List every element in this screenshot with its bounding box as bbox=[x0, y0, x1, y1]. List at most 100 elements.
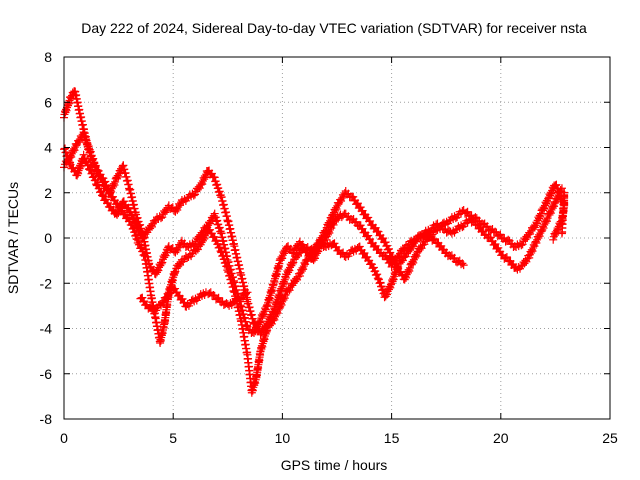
data-point bbox=[90, 159, 99, 168]
data-point bbox=[364, 213, 373, 222]
data-point bbox=[250, 319, 259, 328]
data-point bbox=[542, 215, 551, 224]
data-point bbox=[139, 231, 148, 240]
data-point bbox=[381, 238, 390, 247]
data-point bbox=[355, 242, 364, 251]
data-point bbox=[189, 191, 198, 200]
data-point bbox=[393, 263, 402, 272]
data-point bbox=[138, 247, 147, 256]
data-point bbox=[504, 235, 513, 244]
data-point bbox=[494, 243, 503, 252]
data-point bbox=[525, 228, 534, 237]
data-point bbox=[363, 252, 372, 261]
data-point bbox=[91, 176, 100, 185]
data-point bbox=[374, 227, 383, 236]
data-point bbox=[404, 265, 413, 274]
data-point bbox=[94, 180, 103, 189]
data-point bbox=[109, 179, 118, 188]
data-point bbox=[134, 222, 143, 231]
data-point bbox=[130, 214, 139, 223]
data-layer bbox=[60, 87, 569, 397]
data-point bbox=[157, 298, 166, 307]
label-layer: Day 222 of 2024, Sidereal Day-to-day VTE… bbox=[5, 20, 587, 473]
tick-layer: 0 5 10 15 20 25 -8 -6 -4 -2 0 2 4 6 8 bbox=[40, 49, 618, 446]
data-point bbox=[386, 248, 395, 257]
data-point bbox=[84, 161, 93, 170]
chart-title: Day 222 of 2024, Sidereal Day-to-day VTE… bbox=[81, 20, 587, 36]
data-point bbox=[388, 253, 397, 262]
data-point bbox=[206, 225, 215, 234]
series-trace-f bbox=[549, 188, 569, 244]
data-point bbox=[97, 174, 106, 183]
data-point bbox=[369, 263, 378, 272]
data-point bbox=[450, 253, 459, 262]
data-point bbox=[216, 247, 225, 256]
data-point bbox=[483, 222, 492, 231]
data-point bbox=[82, 157, 91, 166]
data-point bbox=[535, 211, 544, 220]
data-point bbox=[137, 243, 146, 252]
data-point bbox=[147, 221, 156, 230]
data-point bbox=[330, 239, 339, 248]
data-point bbox=[288, 259, 297, 268]
data-point bbox=[119, 197, 128, 206]
data-point bbox=[146, 302, 155, 311]
x-tick-label: 10 bbox=[275, 430, 291, 446]
data-point bbox=[517, 241, 526, 250]
data-point bbox=[430, 234, 439, 243]
data-point bbox=[93, 166, 102, 175]
data-point bbox=[140, 250, 149, 259]
data-point bbox=[302, 255, 311, 264]
data-point bbox=[356, 203, 365, 212]
series-trace-b bbox=[60, 87, 566, 397]
data-point bbox=[74, 136, 83, 145]
data-point bbox=[463, 207, 472, 216]
data-point bbox=[557, 229, 566, 238]
data-point bbox=[373, 270, 382, 279]
data-point bbox=[86, 165, 95, 174]
data-point bbox=[178, 294, 187, 303]
data-point bbox=[138, 293, 147, 302]
data-point bbox=[408, 240, 417, 249]
data-point bbox=[491, 227, 500, 236]
data-point bbox=[156, 214, 165, 223]
data-point bbox=[243, 288, 252, 297]
data-point bbox=[205, 218, 214, 227]
data-point bbox=[458, 259, 467, 268]
data-point bbox=[384, 244, 393, 253]
y-tick-label: -4 bbox=[40, 321, 53, 337]
data-point bbox=[392, 259, 401, 268]
data-point bbox=[172, 245, 181, 254]
data-point bbox=[79, 150, 88, 159]
data-point bbox=[90, 172, 99, 181]
x-axis-label: GPS time / hours bbox=[281, 457, 388, 473]
data-point bbox=[131, 218, 140, 227]
data-point bbox=[373, 274, 382, 283]
data-point bbox=[108, 192, 117, 201]
data-point bbox=[126, 207, 135, 216]
data-point bbox=[339, 248, 348, 257]
x-tick-label: 5 bbox=[169, 430, 177, 446]
data-point bbox=[102, 195, 111, 204]
y-tick-label: 6 bbox=[44, 94, 52, 110]
data-point bbox=[101, 182, 110, 191]
data-point bbox=[98, 191, 107, 200]
data-point bbox=[321, 228, 330, 237]
data-point bbox=[400, 251, 409, 260]
y-tick-label: -2 bbox=[40, 275, 53, 291]
y-tick-label: 0 bbox=[44, 230, 52, 246]
y-tick-label: -8 bbox=[40, 411, 53, 427]
data-point bbox=[336, 195, 345, 204]
data-point bbox=[496, 230, 505, 239]
data-point bbox=[209, 291, 218, 300]
x-tick-label: 25 bbox=[602, 430, 618, 446]
data-point bbox=[310, 244, 319, 253]
y-tick-label: 2 bbox=[44, 185, 52, 201]
data-point bbox=[364, 231, 373, 240]
series-trace-c bbox=[60, 144, 566, 339]
data-point bbox=[94, 170, 103, 179]
y-tick-label: 8 bbox=[44, 49, 52, 65]
data-point bbox=[214, 293, 223, 302]
